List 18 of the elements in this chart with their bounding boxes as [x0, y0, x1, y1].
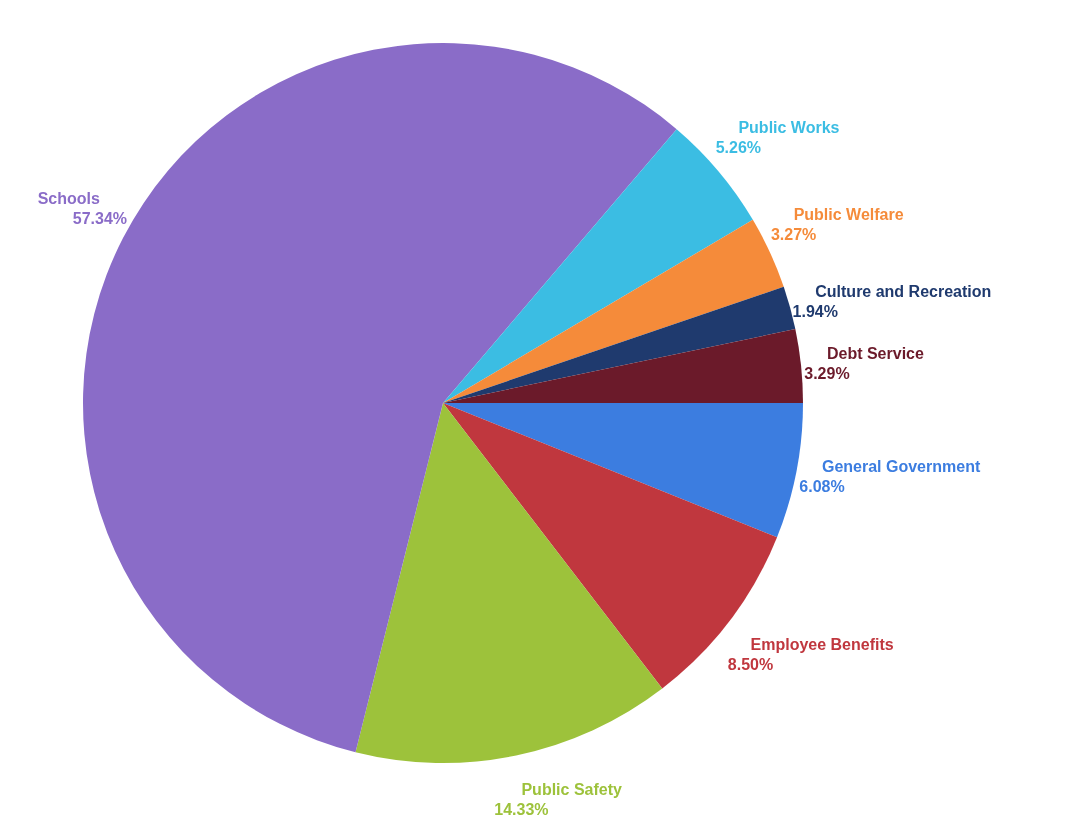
- slice-label: Culture and Recreation: [815, 282, 992, 300]
- slice-label: General Government: [821, 458, 981, 476]
- pie-slice: [355, 403, 663, 763]
- slice-label: Employee Benefits: [750, 636, 894, 654]
- slice-label: Debt Service: [826, 345, 924, 363]
- slice-label: Public Safety: [521, 780, 623, 798]
- data-label: 8.50%: [727, 656, 774, 674]
- pie-slice: [443, 329, 803, 403]
- data-label: 57.34%: [72, 210, 128, 228]
- data-label: 5.26%: [715, 138, 762, 156]
- data-label: 3.29%: [804, 365, 850, 383]
- data-label: 3.27%: [770, 225, 817, 243]
- slice-label: Schools: [37, 190, 100, 208]
- slice-label: Public Works: [738, 118, 840, 136]
- slice-label: Public Welfare: [793, 205, 904, 223]
- data-label: 14.33%: [494, 800, 549, 818]
- data-label: 1.94%: [792, 302, 838, 320]
- data-label: 6.08%: [799, 478, 845, 496]
